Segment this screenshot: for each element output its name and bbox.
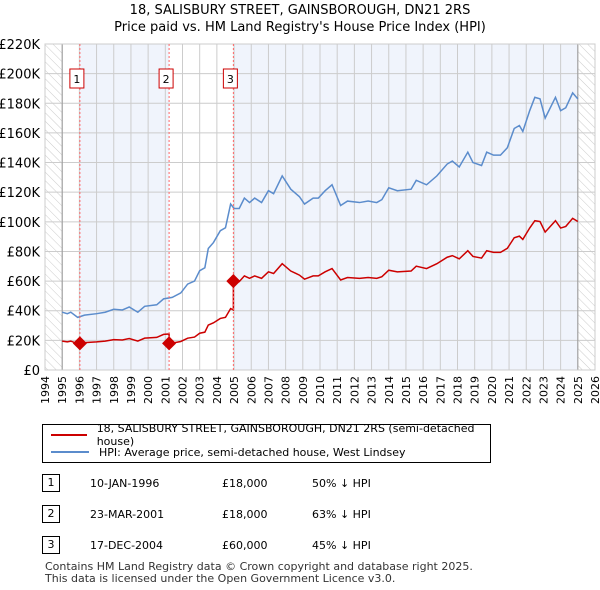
x-tick-label: 2004 [211, 376, 224, 404]
transaction-price: £18,000 [222, 477, 268, 490]
x-tick-label: 1994 [39, 376, 52, 404]
x-tick-label: 2023 [537, 376, 550, 404]
footer-copyright: Contains HM Land Registry data © Crown c… [45, 560, 473, 573]
x-tick-label: 2021 [503, 376, 516, 404]
x-tick-label: 2014 [383, 376, 396, 404]
x-tick-label: 2016 [417, 376, 430, 404]
y-tick-label: £140K [0, 157, 40, 172]
legend-property-label: 18, SALISBURY STREET, GAINSBOROUGH, DN21… [96, 422, 475, 448]
x-tick-label: 2009 [297, 376, 310, 404]
transaction-row: 2 23-MAR-2001 £18,000 63% ↓ HPI [0, 505, 600, 525]
y-tick-label: £120K [0, 186, 40, 201]
y-tick-label: £60K [7, 275, 41, 290]
x-tick-label: 2020 [486, 376, 499, 404]
y-tick-label: £40K [7, 305, 41, 320]
x-tick-label: 2013 [366, 376, 379, 404]
x-tick-label: 2015 [400, 376, 413, 404]
x-tick-label: 2005 [228, 376, 241, 404]
hpi-line [61, 91, 579, 319]
x-tick-label: 2018 [452, 376, 465, 404]
x-tick-label: 2001 [159, 376, 172, 404]
legend-hpi-label: HPI: Average price, semi-detached house,… [99, 445, 406, 459]
transaction-date: 17-DEC-2004 [90, 539, 164, 552]
x-tick-label: 2006 [245, 376, 258, 404]
x-tick-label: 2011 [331, 376, 344, 404]
x-tick-label: 2026 [589, 376, 600, 404]
x-tick-label: 2002 [177, 376, 190, 404]
price-chart: 1994 1995 1996 1997 1998 1999 2000 2001 2002 2003… [0, 38, 600, 404]
x-tick-label: 2022 [520, 376, 533, 404]
y-tick-label: £180K [0, 97, 40, 112]
x-tick-label: 1998 [108, 376, 121, 404]
sale-label: 3 [227, 73, 234, 86]
sale-point [72, 336, 87, 351]
transaction-number: 2 [42, 505, 60, 523]
footer-licence: This data is licensed under the Open Gov… [45, 572, 396, 585]
plot-border [44, 43, 596, 371]
sale-label-box [69, 68, 85, 89]
x-tick-label: 2003 [194, 376, 207, 404]
x-tick-label: 2008 [280, 376, 293, 404]
transaction-date: 23-MAR-2001 [90, 508, 165, 521]
sale-label: 2 [163, 73, 170, 86]
property-price-line [62, 217, 579, 345]
y-tick-label: £220K [0, 38, 40, 53]
y-tick-label: £20K [7, 334, 41, 349]
sale-point [162, 336, 177, 351]
transaction-date: 10-JAN-1996 [90, 477, 160, 490]
x-tick-label: 2025 [572, 376, 585, 404]
x-tick-label: 1995 [56, 376, 69, 404]
x-tick-label: 2007 [262, 376, 275, 404]
x-tick-label: 2012 [348, 376, 361, 404]
x-tick-label: 1999 [125, 376, 138, 404]
sale-label-box [222, 68, 238, 89]
x-tick-label: 1997 [91, 376, 104, 404]
y-tick-label: £100K [0, 216, 40, 231]
x-tick-label: 2010 [314, 376, 327, 404]
x-tick-label: 1996 [73, 376, 86, 404]
x-tick-label: 2000 [142, 376, 155, 404]
y-tick-label: £160K [0, 127, 40, 142]
transaction-number: 1 [42, 474, 60, 492]
y-tick-label: £0 [23, 364, 40, 379]
legend-hpi: HPI: Average price, semi-detached house,… [51, 444, 406, 460]
hatched-region-after-data [577, 44, 595, 370]
transaction-hpi-diff: 63% ↓ HPI [312, 508, 371, 521]
transaction-number: 3 [42, 536, 60, 554]
transaction-price: £18,000 [222, 508, 268, 521]
hatched-region-before-data [45, 44, 63, 370]
transaction-row: 3 17-DEC-2004 £60,000 45% ↓ HPI [0, 536, 600, 556]
legend-property: 18, SALISBURY STREET, GAINSBOROUGH, DN21… [51, 422, 490, 448]
chart-title: 18, SALISBURY STREET, GAINSBOROUGH, DN21… [129, 3, 471, 18]
transaction-hpi-diff: 50% ↓ HPI [312, 477, 371, 490]
y-tick-label: £200K [0, 68, 40, 83]
x-tick-label: 2017 [434, 376, 447, 404]
chart-subtitle: Price paid vs. HM Land Registry's House … [114, 20, 486, 35]
legend: 18, SALISBURY STREET, GAINSBOROUGH, DN21… [42, 422, 491, 463]
x-tick-label: 2019 [469, 376, 482, 404]
x-tick-label: 2024 [555, 376, 568, 404]
y-tick-label: £80K [7, 245, 41, 260]
sale-label-box [158, 68, 174, 89]
sale-point [226, 274, 241, 289]
sale-label: 1 [73, 73, 80, 86]
shaded-band [79, 44, 170, 370]
transaction-price: £60,000 [222, 539, 268, 552]
transaction-hpi-diff: 45% ↓ HPI [312, 539, 371, 552]
transaction-row: 1 10-JAN-1996 £18,000 50% ↓ HPI [0, 474, 600, 494]
